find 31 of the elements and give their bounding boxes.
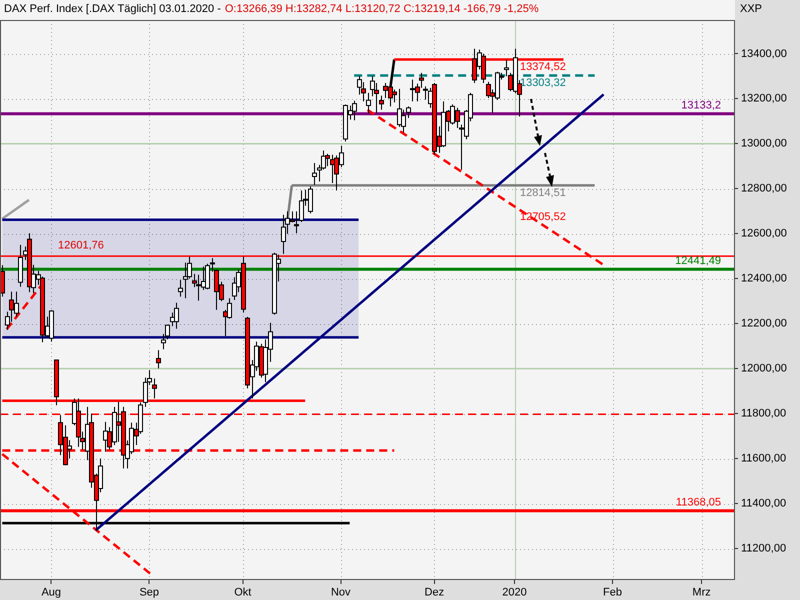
x-tick-label: Aug [41,586,62,599]
y-tick-label: 12200,00 [741,318,787,330]
y-tick-label: 11600,00 [741,452,786,465]
series-label: 12814,51 [520,186,566,199]
series-label: 13374,52 [520,60,566,73]
y-tick-label: 11200,00 [741,542,786,555]
chart-title: DAX Perf. Index [.DAX Täglich] 03.01.2020 - [4,3,221,15]
ref-line-label: 11368,05 [676,496,721,508]
annotation: 12601,76 [58,240,104,252]
ref-line-label: 13133,2 [681,99,721,112]
y-tick-label: 11400,00 [741,498,786,510]
x-tick-label: Dez [424,586,444,599]
y-axis-title: XXP [740,3,762,16]
x-tick-label: Nov [330,586,352,599]
x-tick-label: 2020 [502,586,527,599]
series-label: 13303,32 [520,77,566,90]
x-tick-label: Sep [139,586,160,599]
y-tick-label: 12800,00 [741,182,787,195]
series-label: 12705,52 [520,210,566,223]
x-tick-label: Okt [234,586,252,599]
y-tick-label: 12400,00 [741,272,787,285]
y-tick-label: 11800,00 [741,408,786,420]
y-tick-label: 13200,00 [741,92,787,105]
x-tick-label: Feb [603,586,622,599]
y-tick-label: 12600,00 [741,228,787,240]
y-tick-label: 13000,00 [741,138,787,150]
x-tick-label: Mrz [692,586,711,599]
y-tick-label: 12000,00 [741,362,787,375]
chart-subtitle: O:13266,39 H:13282,74 L:13120,72 C:13219,14 -166,79 -1,25% [224,3,539,15]
y-tick-label: 13400,00 [741,48,787,60]
ref-line-label: 12441,49 [675,254,721,267]
